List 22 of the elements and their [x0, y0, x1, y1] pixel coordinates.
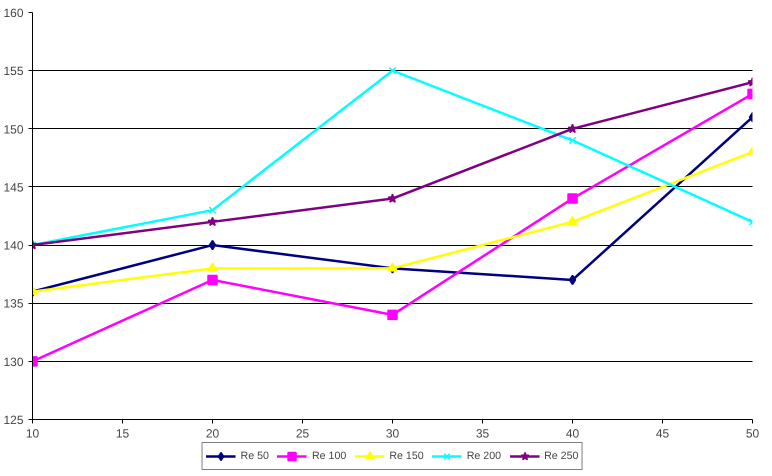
legend-label: Re 50 [240, 450, 269, 462]
y-tick-label: 145 [3, 180, 24, 194]
x-tick-label: 20 [206, 426, 220, 440]
y-tick-label: 135 [3, 296, 24, 311]
y-tick-label: 130 [3, 354, 24, 369]
legend-label: Re 100 [312, 450, 346, 462]
x-tick-label: 25 [296, 426, 310, 440]
legend-label: Re 250 [544, 450, 578, 462]
x-tick-label: 30 [386, 426, 400, 440]
x-tick-label: 50 [746, 426, 760, 440]
x-tick-label: 40 [566, 426, 580, 440]
x-tick-label: 10 [26, 426, 40, 440]
x-tick-label: 45 [656, 426, 670, 440]
x-tick-label: 15 [116, 426, 130, 440]
legend-label: Re 150 [389, 450, 424, 462]
y-tick-label: 125 [3, 413, 24, 427]
y-tick-label: 150 [3, 122, 24, 136]
x-tick-label: 35 [476, 426, 490, 440]
y-tick-label: 155 [3, 64, 24, 78]
y-tick-label: 140 [3, 238, 24, 253]
y-tick-label: 160 [3, 6, 24, 20]
legend-label: Re 200 [466, 450, 502, 462]
